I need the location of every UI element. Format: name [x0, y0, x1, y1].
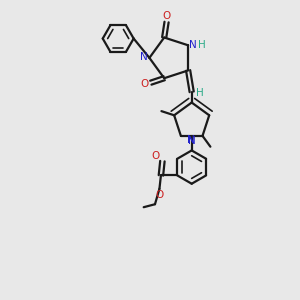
Text: O: O [152, 151, 160, 161]
Text: O: O [155, 190, 164, 200]
Text: H: H [198, 40, 206, 50]
Text: H: H [196, 88, 204, 98]
Text: N: N [188, 136, 196, 146]
Text: O: O [140, 79, 148, 89]
Text: N: N [189, 40, 196, 50]
Text: O: O [162, 11, 171, 20]
Text: N: N [187, 135, 195, 145]
Text: N: N [140, 52, 148, 62]
